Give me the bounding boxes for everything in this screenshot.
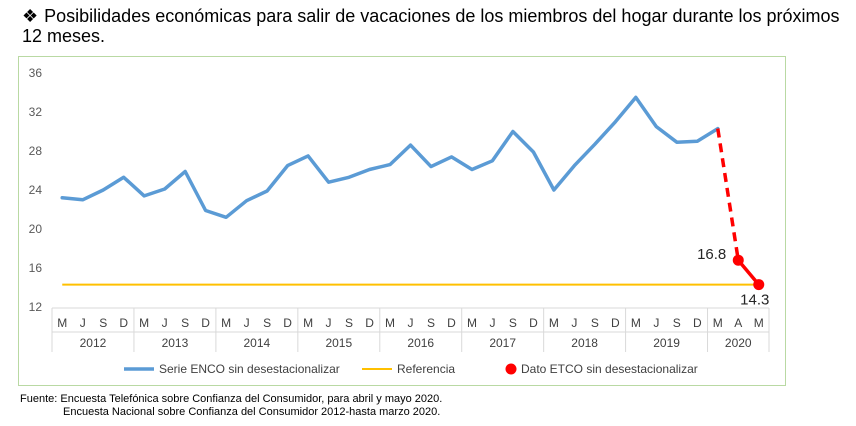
y-tick-label: 28: [29, 144, 43, 158]
source-line-1: Fuente: Encuesta Telefónica sobre Confia…: [20, 393, 443, 405]
x-tick-label: M: [221, 316, 231, 330]
x-tick-label: S: [427, 316, 435, 330]
year-label: 2012: [80, 336, 107, 350]
year-label: 2014: [244, 336, 271, 350]
chart-title: ❖ Posibilidades económicas para salir de …: [22, 6, 842, 46]
x-tick-label: M: [631, 316, 641, 330]
year-label: 2017: [489, 336, 516, 350]
etco-point: [753, 279, 765, 291]
x-tick-label: S: [263, 316, 271, 330]
x-tick-label: S: [673, 316, 681, 330]
x-tick-label: D: [529, 316, 538, 330]
etco-point: [732, 254, 744, 266]
chart-frame: [18, 56, 786, 386]
x-tick-label: M: [713, 316, 723, 330]
year-label: 2013: [162, 336, 189, 350]
y-tick-label: 24: [29, 183, 43, 197]
x-tick-label: D: [365, 316, 374, 330]
legend-label: Dato ETCO sin desestacionalizar: [521, 362, 698, 376]
x-tick-label: J: [408, 316, 414, 330]
x-tick-label: M: [549, 316, 559, 330]
x-tick-label: D: [283, 316, 292, 330]
y-tick-label: 36: [29, 66, 43, 80]
x-tick-label: D: [201, 316, 210, 330]
year-label: 2018: [571, 336, 598, 350]
y-tick-label: 12: [29, 300, 43, 314]
x-tick-label: D: [447, 316, 456, 330]
y-tick-label: 32: [29, 105, 43, 119]
x-tick-label: M: [754, 316, 764, 330]
x-tick-label: D: [693, 316, 702, 330]
year-label: 2019: [653, 336, 680, 350]
y-tick-label: 20: [29, 222, 43, 236]
etco-dashed-connector: [716, 128, 741, 261]
data-label: 14.3: [740, 292, 769, 309]
x-tick-label: J: [244, 316, 250, 330]
x-tick-label: S: [99, 316, 107, 330]
x-tick-label: J: [80, 316, 86, 330]
enco-series-line: [60, 95, 720, 220]
x-tick-label: J: [653, 316, 659, 330]
x-tick-label: M: [139, 316, 149, 330]
x-tick-label: S: [591, 316, 599, 330]
legend-label: Referencia: [397, 362, 455, 376]
y-tick-label: 16: [29, 261, 43, 275]
x-tick-label: S: [345, 316, 353, 330]
x-tick-label: S: [181, 316, 189, 330]
x-tick-label: M: [303, 316, 313, 330]
x-tick-label: J: [326, 316, 332, 330]
x-tick-label: M: [385, 316, 395, 330]
x-tick-label: D: [611, 316, 620, 330]
year-label: 2020: [725, 336, 752, 350]
source-note: Fuente: Encuesta Telefónica sobre Confia…: [20, 393, 442, 419]
chart-title-text: Posibilidades económicas para salir de v…: [22, 6, 840, 46]
x-tick-label: J: [571, 316, 577, 330]
x-tick-label: J: [162, 316, 168, 330]
x-tick-label: A: [734, 316, 742, 330]
x-tick-label: M: [467, 316, 477, 330]
source-line-2: Encuesta Nacional sobre Confianza del Co…: [63, 406, 441, 418]
x-tick-label: J: [489, 316, 495, 330]
legend-swatch-etco: [505, 363, 517, 375]
year-label: 2016: [407, 336, 434, 350]
x-tick-label: M: [57, 316, 67, 330]
year-label: 2015: [325, 336, 352, 350]
x-tick-label: S: [509, 316, 517, 330]
data-label: 16.8: [697, 246, 726, 263]
bullet-icon: ❖: [22, 6, 39, 26]
x-tick-label: D: [119, 316, 128, 330]
legend-label: Serie ENCO sin desestacionalizar: [159, 362, 340, 376]
